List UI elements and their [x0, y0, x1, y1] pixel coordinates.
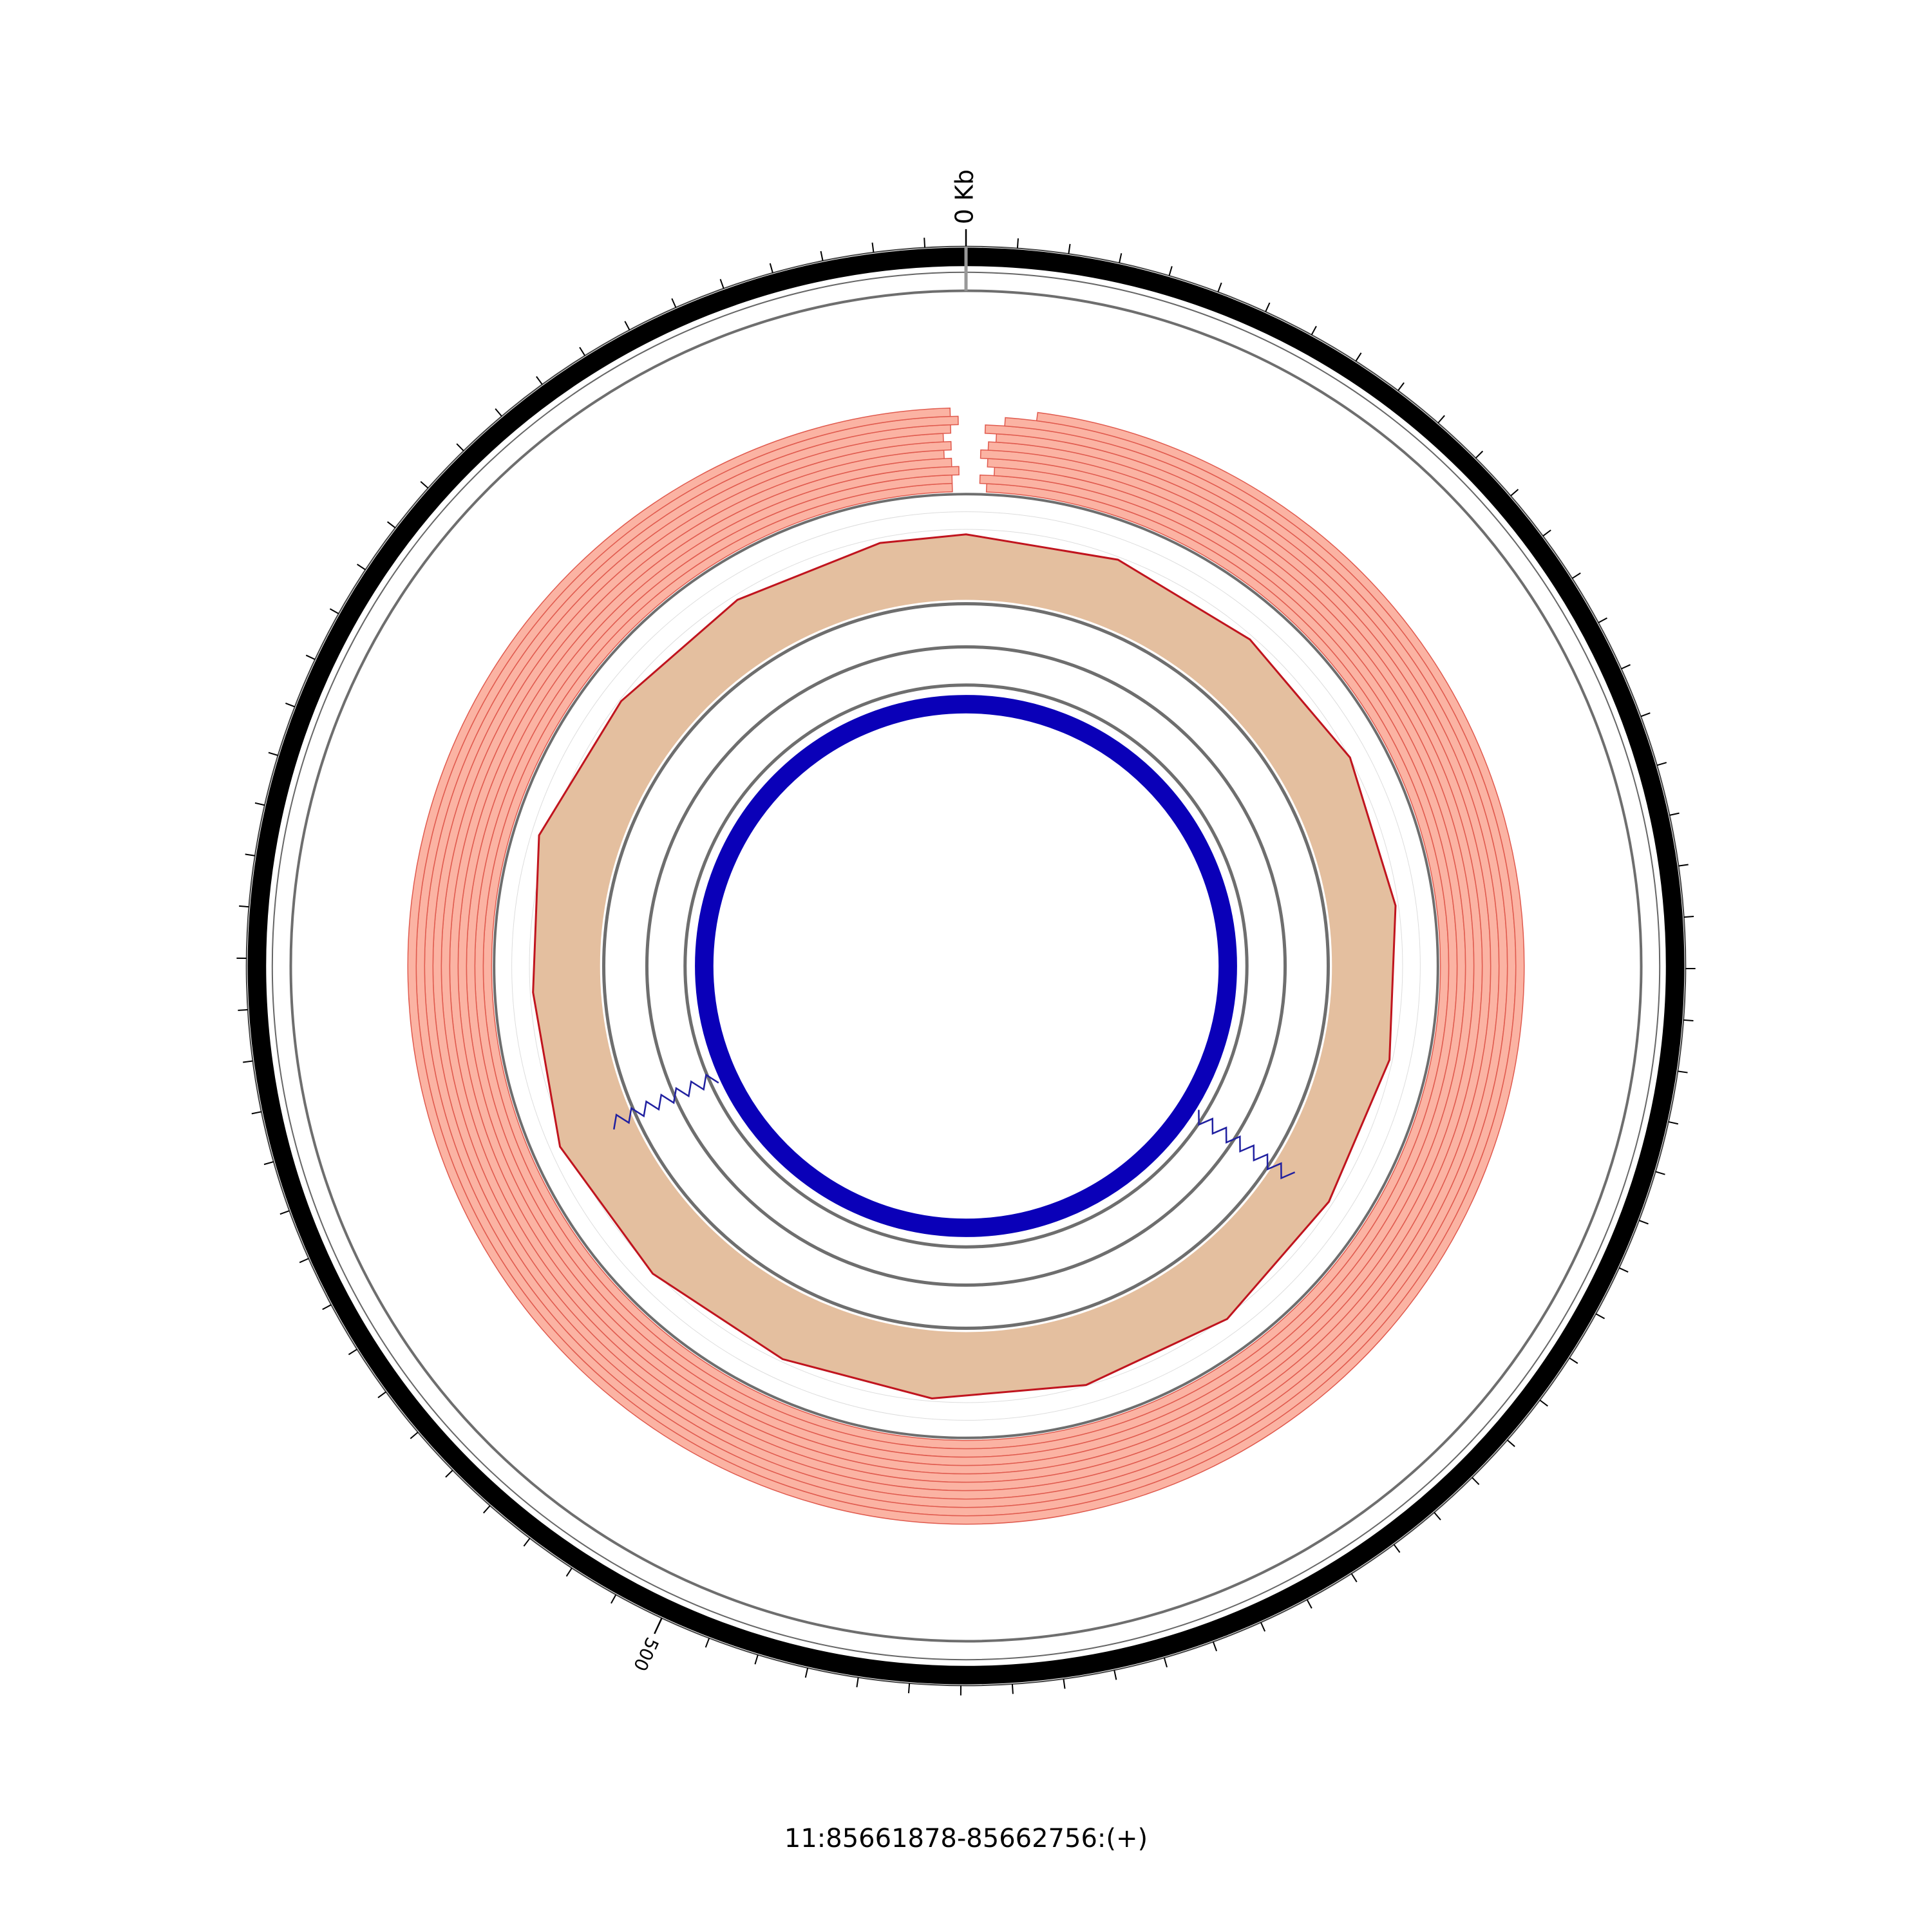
- minor-tick: [1668, 1121, 1679, 1125]
- minor-tick: [1217, 282, 1222, 292]
- minor-tick: [1640, 712, 1651, 717]
- coverage-line: [532, 533, 1397, 1399]
- minor-tick: [1437, 415, 1445, 424]
- minor-tick: [719, 279, 724, 289]
- minor-tick: [1068, 243, 1071, 254]
- minor-tick: [420, 480, 429, 489]
- minor-tick: [1678, 864, 1689, 867]
- minor-tick: [1212, 1642, 1218, 1652]
- minor-tick: [410, 1432, 419, 1439]
- minor-tick: [1683, 916, 1694, 918]
- minor-tick: [1260, 1622, 1266, 1632]
- minor-tick: [1621, 664, 1631, 670]
- minor-tick: [1472, 1477, 1480, 1485]
- track-ring: [645, 645, 1287, 1287]
- minor-tick: [705, 1638, 710, 1648]
- minor-tick: [754, 1654, 759, 1665]
- minor-tick: [624, 321, 630, 330]
- minor-tick: [1595, 1313, 1605, 1320]
- minor-tick: [1306, 1599, 1312, 1609]
- minor-tick: [1350, 1573, 1358, 1582]
- minor-tick: [1655, 1171, 1665, 1175]
- junction: [1198, 1110, 1296, 1180]
- minor-tick: [357, 564, 366, 571]
- minor-tick: [1113, 1670, 1117, 1680]
- minor-tick: [279, 1210, 290, 1215]
- minor-tick: [1434, 1511, 1441, 1520]
- minor-tick: [856, 1677, 859, 1688]
- minor-tick: [923, 238, 926, 248]
- minor-tick: [1168, 266, 1173, 276]
- minor-tick: [1506, 1439, 1515, 1447]
- minor-tick: [611, 1594, 617, 1604]
- minor-tick: [299, 1258, 309, 1264]
- minor-tick: [1678, 1070, 1688, 1074]
- minor-tick: [377, 1391, 386, 1399]
- exon: [695, 695, 1237, 1237]
- minor-tick: [386, 521, 396, 529]
- minor-tick: [456, 443, 464, 451]
- minor-tick: [671, 298, 677, 308]
- minor-tick: [239, 905, 249, 908]
- minor-tick: [523, 1538, 531, 1547]
- minor-tick: [804, 1667, 809, 1678]
- minor-tick: [1683, 1019, 1694, 1022]
- minor-tick: [445, 1470, 453, 1478]
- minor-tick: [254, 802, 265, 806]
- major-tick: [654, 1618, 663, 1634]
- minor-tick: [1571, 572, 1581, 579]
- minor-tick: [251, 1111, 261, 1115]
- minor-tick: [268, 752, 278, 756]
- minor-tick: [820, 251, 824, 261]
- coverage-grid: [529, 529, 1403, 1403]
- minor-tick: [1119, 253, 1122, 263]
- minor-tick: [565, 1567, 573, 1577]
- minor-tick: [245, 853, 255, 857]
- coverage-grid: [511, 511, 1421, 1421]
- minor-tick: [1638, 1220, 1649, 1225]
- track-ring: [601, 601, 1331, 1331]
- minor-tick: [1539, 1399, 1548, 1407]
- minor-tick: [1397, 382, 1405, 392]
- minor-tick: [1669, 812, 1680, 816]
- minor-tick: [243, 1060, 253, 1063]
- minor-tick: [305, 654, 316, 660]
- minor-tick: [1163, 1657, 1168, 1668]
- minor-tick: [579, 346, 586, 356]
- minor-tick: [1618, 1267, 1629, 1273]
- minor-tick: [1011, 1683, 1014, 1694]
- minor-tick: [348, 1349, 357, 1356]
- minor-tick: [285, 703, 296, 708]
- minor-tick: [1063, 1678, 1066, 1689]
- region-title: 11:85661878-85662756:(+): [784, 1824, 1148, 1853]
- junction: [613, 1074, 719, 1130]
- minor-tick: [1311, 326, 1317, 336]
- minor-tick: [1355, 352, 1362, 362]
- minor-tick: [1598, 617, 1607, 623]
- minor-tick: [263, 1161, 274, 1166]
- minor-tick: [483, 1505, 491, 1514]
- minor-tick: [1393, 1544, 1401, 1553]
- minor-tick: [329, 608, 339, 614]
- minor-tick: [1265, 302, 1271, 312]
- minor-tick: [536, 376, 543, 385]
- minor-tick: [1510, 489, 1519, 497]
- track-ring: [683, 683, 1249, 1249]
- minor-tick: [322, 1304, 332, 1311]
- tick-label: 0 Kb: [951, 169, 979, 224]
- minor-tick: [1542, 529, 1551, 537]
- minor-tick: [495, 408, 502, 417]
- track-ring: [493, 493, 1439, 1439]
- minor-tick: [1475, 450, 1484, 459]
- minor-tick: [1569, 1357, 1578, 1364]
- minor-tick: [1656, 762, 1667, 766]
- minor-tick: [871, 242, 875, 253]
- read: [407, 407, 1525, 1525]
- minor-tick: [769, 263, 773, 273]
